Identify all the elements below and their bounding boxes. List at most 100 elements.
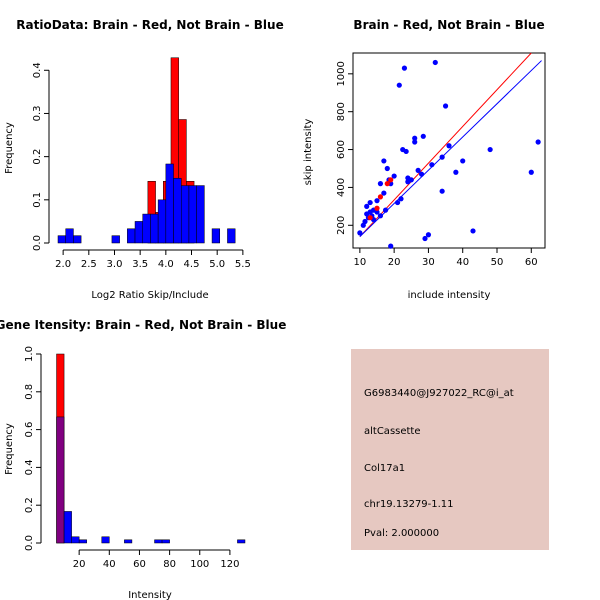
ratio-histogram-x-tick-label: 3.5	[132, 259, 148, 270]
ratio-histogram-bar-notbrain	[73, 235, 82, 244]
intensity-histogram-x-tick-label: 60	[133, 559, 146, 570]
scatter-point-notbrain	[381, 190, 387, 196]
intensity-histogram-bar-notbrain	[161, 539, 170, 544]
info-probe-id: G6983440@J927022_RC@i_at	[364, 388, 514, 399]
scatter-point-notbrain	[439, 154, 445, 160]
ratio-histogram-title: RatioData: Brain - Red, Not Brain - Blue	[16, 18, 283, 32]
scatter-point-notbrain	[422, 235, 428, 242]
scatter-x-tick-label: 40	[456, 257, 469, 268]
scatter-xlabel: include intensity	[408, 290, 491, 301]
scatter-point-notbrain	[535, 139, 541, 145]
scatter-point-notbrain	[384, 165, 390, 172]
intensity-histogram-x-tick-label: 120	[220, 559, 239, 570]
scatter-point-brain	[377, 194, 384, 200]
ratio-histogram-y-tick-label: 0.3	[32, 106, 43, 122]
intensity-histogram-plot: 20 40 60 80 100 120 0.0 0.2 0.4 0.6 0.8 1.0	[24, 346, 246, 570]
scatter-y-tick-label: 200	[336, 216, 347, 235]
scatter-point-notbrain	[398, 196, 404, 202]
scatter-point-notbrain	[420, 133, 426, 139]
info-event-type: altCassette	[364, 426, 421, 437]
ratio-histogram-x-tick-label: 2.5	[81, 259, 97, 270]
scatter-point-notbrain	[357, 230, 363, 236]
scatter-y-tick-label: 1000	[336, 61, 347, 86]
intensity-histogram-bar-notbrain	[101, 536, 110, 544]
scatter-fit-line-brain	[359, 52, 532, 237]
ratio-histogram-x-tick-label: 2.0	[55, 259, 71, 270]
scatter-point-brain	[388, 177, 394, 183]
scatter-point-notbrain	[425, 232, 432, 238]
scatter-point-brain	[384, 181, 390, 187]
scatter-point-notbrain	[374, 198, 380, 204]
intensity-histogram-y-tick-label: 0.8	[24, 384, 35, 400]
scatter-y-tick-label: 800	[336, 102, 347, 121]
intensity-histogram-y-tick-label: 0.0	[24, 535, 35, 551]
intensity-histogram-x-tick-label: 80	[163, 559, 176, 570]
info-panel: G6983440@J927022_RC@i_at altCassette Col…	[351, 349, 549, 550]
scatter-point-notbrain	[412, 135, 418, 141]
ratio-histogram-x-tick-label: 3.0	[107, 259, 123, 270]
scatter-x-tick-label: 10	[353, 257, 366, 268]
intensity-histogram-x-tick-label: 40	[103, 559, 116, 570]
scatter-point-brain	[367, 215, 373, 221]
scatter-point-notbrain	[367, 199, 373, 206]
scatter-x-tick-label: 30	[422, 257, 435, 268]
scatter-title: Brain - Red, Not Brain - Blue	[353, 18, 544, 32]
scatter-point-notbrain	[364, 203, 370, 209]
ratio-histogram-bar-notbrain	[173, 177, 182, 244]
ratio-histogram-bar-notbrain	[111, 235, 120, 244]
ratio-histogram-y-tick-label: 0.4	[32, 62, 43, 78]
info-pval: Pval: 2.000000	[364, 528, 439, 539]
scatter-x-tick-label: 60	[525, 257, 538, 268]
scatter-point-brain	[374, 205, 380, 211]
ratio-histogram-bar-notbrain	[142, 213, 151, 244]
ratio-histogram-x-tick-label: 5.5	[235, 259, 251, 270]
scatter-point-notbrain	[487, 146, 493, 153]
intensity-histogram-y-tick-label: 0.2	[24, 497, 35, 513]
ratio-histogram-ylabel: Frequency	[4, 122, 15, 174]
ratio-histogram-bar-notbrain	[65, 228, 74, 244]
intensity-histogram-x-tick-label: 20	[73, 559, 86, 570]
scatter-point-notbrain	[412, 139, 418, 145]
intensity-histogram-bar-notbrain	[63, 511, 72, 544]
ratio-histogram-x-tick-label: 5.0	[209, 259, 225, 270]
scatter-point-notbrain	[418, 171, 425, 177]
intensity-histogram-x-tick-label: 100	[190, 559, 209, 570]
scatter-y-tick-label: 600	[336, 140, 347, 159]
scatter-panel: Brain - Red, Not Brain - Blue 10 20 30 40 50…	[303, 18, 546, 301]
scatter-point-notbrain	[394, 199, 401, 206]
scatter-point-notbrain	[446, 143, 452, 149]
intensity-histogram-bar-overlap	[56, 416, 65, 544]
scatter-point-notbrain	[388, 243, 394, 249]
ratio-histogram-y-tick-label: 0.1	[32, 192, 43, 208]
ratio-histogram-x-tick-label: 4.0	[158, 259, 174, 270]
intensity-histogram-y-tick-label: 1.0	[24, 346, 35, 362]
ratio-histogram-bar-notbrain	[134, 221, 143, 244]
scatter-point-notbrain	[391, 173, 397, 179]
scatter-point-notbrain	[460, 158, 466, 164]
scatter-y-tick-label: 400	[336, 178, 347, 197]
intensity-histogram-bar-notbrain	[78, 539, 87, 544]
scatter-x-tick-label: 20	[388, 257, 401, 268]
ratio-histogram-bar-notbrain	[211, 228, 221, 244]
scatter-point-notbrain	[362, 218, 368, 225]
ratio-histogram-bar-notbrain	[165, 163, 174, 244]
ratio-histogram-bar-notbrain	[188, 185, 197, 244]
ratio-histogram-xlabel: Log2 Ratio Skip/Include	[91, 290, 208, 301]
scatter-point-notbrain	[377, 181, 384, 187]
scatter-point-notbrain	[401, 65, 408, 71]
scatter-point-notbrain	[470, 228, 476, 234]
scatter-point-notbrain	[374, 209, 380, 215]
scatter-fit-line-notbrain	[359, 60, 542, 237]
scatter-point-notbrain	[432, 59, 438, 66]
scatter-point-notbrain	[453, 169, 459, 175]
intensity-histogram-panel: Gene Itensity: Brain - Red, Not Brain - …	[0, 318, 286, 600]
scatter-point-notbrain	[439, 188, 445, 194]
ratio-histogram-plot: 2.0 2.5 3.0 3.5 4.0 4.5 5.0 5.5 0.0 0.1 0.2 0.3 0.4	[32, 57, 251, 270]
intensity-histogram-xlabel: Intensity	[128, 590, 172, 600]
ratio-histogram-bar-notbrain	[180, 185, 190, 244]
scatter-point-notbrain	[381, 158, 387, 164]
scatter-point-notbrain	[442, 103, 449, 109]
scatter-point-notbrain	[396, 82, 402, 88]
intensity-histogram-y-tick-label: 0.6	[24, 422, 35, 438]
